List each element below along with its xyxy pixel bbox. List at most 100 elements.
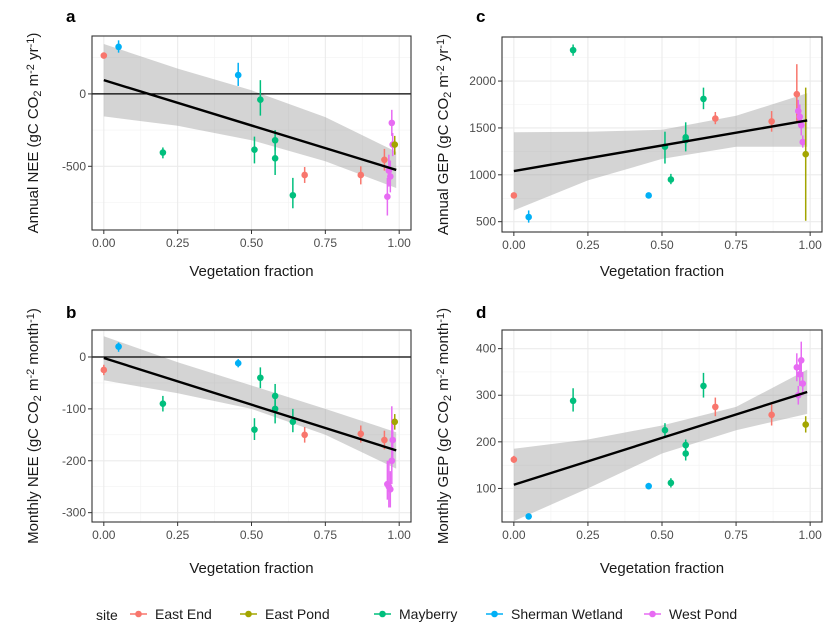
data-point (271, 155, 279, 162)
legend-item: East Pond (240, 606, 330, 622)
panel-letter: b (66, 303, 76, 322)
data-point (712, 115, 719, 122)
regression-line (513, 119, 808, 173)
data-point (301, 171, 308, 179)
y-axis-title-part: Annual NEE (gC CO (25, 97, 42, 234)
x-tick-label: 0.00 (502, 238, 526, 252)
panel-border (501, 329, 823, 523)
data-point (251, 426, 258, 433)
y-tick-label: -500 (62, 159, 86, 173)
data-point (700, 95, 707, 103)
panel-a: 0.00 0.25 0.50 0.75 1.00 -500 0 a Vegetation fra… (25, 7, 412, 280)
data-point (768, 411, 775, 419)
data-point (667, 479, 675, 487)
x-axis-title: Vegetation fraction (189, 263, 313, 280)
y-tick-label: 200 (476, 435, 496, 449)
legend-key-point (379, 610, 386, 618)
data-point (391, 141, 399, 148)
confidence-band (513, 369, 808, 522)
confidence-band (103, 336, 397, 469)
y-tick-label: 100 (476, 481, 496, 495)
data-point (682, 134, 690, 141)
data-point (510, 192, 518, 199)
x-tick-label: 0.25 (166, 236, 190, 250)
data-layer (92, 40, 411, 216)
panel-border (91, 35, 412, 231)
data-point (510, 456, 518, 463)
y-axis-title: Monthly NEE (gC CO2 m-2 month-1) (25, 308, 44, 544)
data-point (381, 156, 388, 164)
y-axis-title-part: m (25, 74, 42, 91)
y-axis-title-part: ) (25, 33, 42, 38)
data-point (793, 363, 801, 371)
data-point (271, 136, 279, 144)
legend-key-point (649, 610, 656, 618)
data-point (569, 397, 577, 405)
y-axis-title-part: -2 (435, 65, 447, 75)
data-point (700, 382, 707, 390)
data-point (569, 46, 577, 54)
x-axis-title: Vegetation fraction (189, 560, 313, 577)
x-tick-label: 0.50 (240, 236, 264, 250)
panel-letter: a (66, 7, 76, 26)
y-axis-title-part: 2 (32, 395, 44, 401)
data-point (234, 359, 242, 367)
data-point (525, 513, 532, 520)
y-axis-title: Monthly GEP (gC CO2 m-2 month-1) (435, 308, 454, 544)
data-point (115, 343, 122, 350)
data-point (257, 96, 264, 104)
legend-title: site (96, 607, 118, 623)
data-point (796, 113, 804, 120)
data-point (257, 374, 264, 382)
data-point (271, 392, 279, 400)
y-tick-label: -300 (62, 506, 86, 520)
data-layer (510, 44, 810, 223)
x-tick-label: 0.25 (576, 528, 600, 542)
y-tick-label: -100 (62, 402, 86, 416)
data-point (357, 171, 365, 179)
legend-item: East End (130, 606, 212, 622)
regression-line (103, 356, 397, 452)
panel-border (91, 329, 412, 523)
y-axis-title-part: -2 (435, 368, 447, 378)
y-tick-label: 300 (476, 388, 496, 402)
y-axis-title-part: m (435, 378, 452, 395)
data-point (667, 176, 675, 183)
data-point (301, 431, 308, 439)
y-tick-label: 1000 (469, 168, 496, 182)
y-axis-title-part: 2 (442, 395, 454, 401)
data-point (645, 482, 652, 490)
panel-letter: d (476, 303, 486, 322)
data-point (234, 71, 242, 79)
y-axis-title-part: -2 (25, 64, 37, 74)
y-tick-label: -200 (62, 454, 86, 468)
x-tick-label: 1.00 (798, 238, 822, 252)
y-axis-title-part: yr (25, 47, 42, 64)
data-point (289, 191, 297, 199)
data-point (799, 380, 807, 387)
x-tick-label: 0.00 (92, 236, 116, 250)
data-point (384, 193, 391, 201)
data-layer (92, 336, 411, 508)
legend-label: Sherman Wetland (511, 606, 623, 622)
x-axis-title: Vegetation fraction (600, 263, 724, 280)
data-point (794, 107, 802, 115)
legend-key-point (491, 610, 498, 618)
data-point (387, 173, 394, 180)
data-point (797, 356, 805, 364)
data-point (525, 213, 532, 221)
y-tick-label: 500 (476, 215, 496, 229)
y-tick-label: 400 (476, 342, 496, 356)
legend-key-point (245, 610, 252, 618)
data-point (645, 192, 652, 199)
data-point (100, 366, 108, 374)
y-axis-title-part: month (435, 323, 452, 369)
x-tick-label: 1.00 (798, 528, 822, 542)
x-tick-label: 0.50 (650, 528, 674, 542)
y-axis-title-part: month (25, 323, 42, 369)
y-axis-title: Annual NEE (gC CO2 m-2 yr-1) (25, 33, 44, 234)
y-axis-title-part: ) (435, 308, 452, 313)
y-axis-title-part: 2 (32, 91, 44, 97)
y-axis-title-part: -1 (25, 38, 37, 48)
